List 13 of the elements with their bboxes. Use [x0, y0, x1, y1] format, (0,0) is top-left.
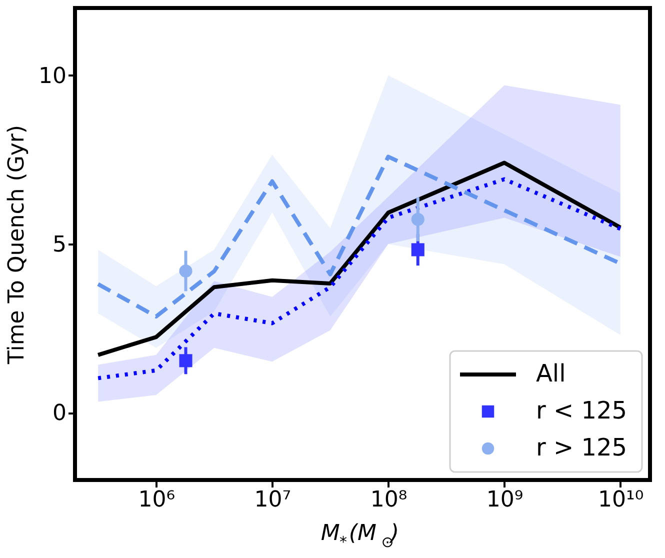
x-tick-label: 10⁷: [254, 488, 292, 512]
legend-label: All: [536, 360, 566, 388]
y-tick-label: 10: [38, 64, 66, 89]
y-tick-label: 0: [52, 401, 66, 426]
x-axis-title: M*(M⊙): [320, 521, 400, 551]
y-axis-title: Time To Quench (Gyr): [4, 124, 30, 366]
x-tick-label: 10⁹: [486, 488, 524, 512]
legend-label: r < 125: [536, 396, 628, 424]
y-tick-label: 5: [52, 232, 66, 258]
legend-label: r > 125: [536, 434, 628, 462]
x-tick-label: 10¹⁰: [598, 488, 644, 512]
x-tick-label: 10⁶: [138, 488, 176, 512]
x-tick-label: 10⁸: [370, 488, 408, 512]
